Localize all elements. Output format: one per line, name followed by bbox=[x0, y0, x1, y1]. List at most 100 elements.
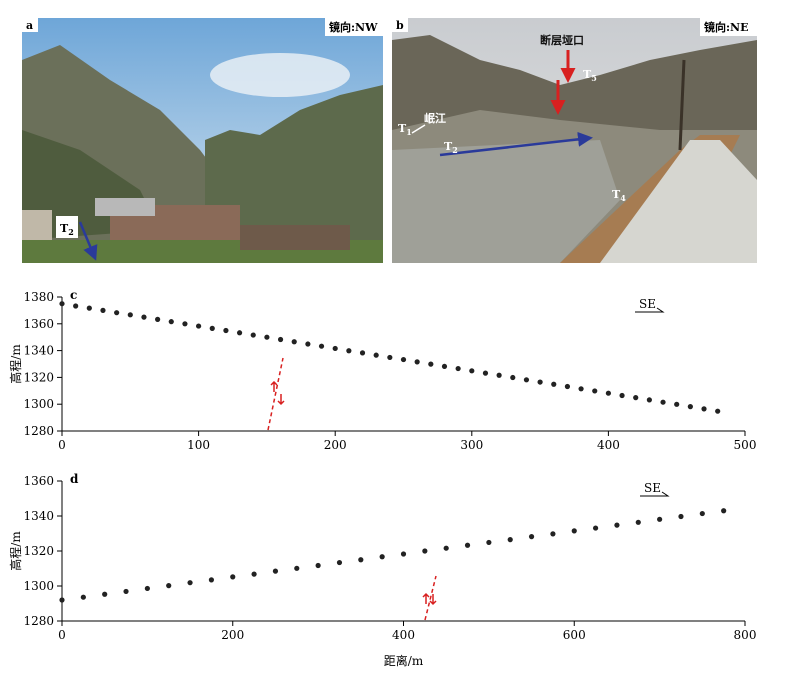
data-point bbox=[196, 323, 202, 329]
data-point bbox=[315, 562, 321, 569]
data-point bbox=[528, 534, 535, 540]
x-tick-label: 100 bbox=[187, 438, 210, 452]
data-point bbox=[605, 390, 612, 396]
panel-letter: c bbox=[70, 288, 77, 302]
data-point bbox=[482, 370, 489, 376]
data-point bbox=[441, 363, 448, 370]
data-point bbox=[294, 565, 300, 571]
x-tick-label: 200 bbox=[221, 628, 244, 642]
photo-letter: b bbox=[396, 19, 404, 32]
data-point bbox=[443, 545, 449, 551]
data-point bbox=[721, 508, 727, 514]
data-point bbox=[168, 319, 174, 325]
x-tick-label: 0 bbox=[58, 438, 66, 452]
data-point bbox=[373, 352, 379, 358]
data-point bbox=[141, 314, 147, 320]
data-point bbox=[264, 334, 270, 340]
data-point bbox=[144, 585, 150, 592]
data-point bbox=[537, 379, 543, 385]
data-point bbox=[59, 301, 65, 307]
data-point bbox=[657, 516, 663, 522]
data-point bbox=[379, 554, 385, 560]
fault-symbol bbox=[267, 357, 437, 621]
data-point bbox=[550, 531, 556, 537]
data-point bbox=[277, 336, 284, 343]
data-point bbox=[614, 522, 620, 528]
terrace-label: T2 bbox=[60, 222, 74, 237]
data-point bbox=[619, 392, 625, 399]
data-point bbox=[332, 345, 338, 352]
data-point bbox=[635, 519, 641, 525]
y-tick-label: 1300 bbox=[23, 579, 54, 593]
direction-label: SE bbox=[639, 297, 656, 311]
data-point bbox=[422, 548, 428, 554]
data-point bbox=[701, 406, 707, 412]
data-point bbox=[73, 303, 79, 309]
data-point bbox=[496, 372, 502, 378]
data-point bbox=[236, 330, 243, 336]
x-axis-label: 距离/m bbox=[384, 653, 424, 668]
data-point bbox=[114, 310, 120, 316]
data-point bbox=[400, 356, 407, 363]
photo-a: a 镜向:NW T2 bbox=[22, 18, 383, 263]
x-tick-label: 0 bbox=[58, 628, 66, 642]
direction-label: SE bbox=[644, 481, 661, 495]
data-point bbox=[251, 571, 257, 577]
data-point bbox=[551, 381, 557, 387]
data-point bbox=[86, 305, 92, 311]
fault-label: 断层垭口 bbox=[540, 33, 584, 47]
data-point bbox=[359, 350, 366, 356]
data-point bbox=[102, 591, 108, 597]
data-point bbox=[715, 408, 721, 414]
data-point bbox=[428, 361, 434, 367]
data-point bbox=[127, 312, 133, 318]
data-point bbox=[687, 404, 693, 410]
y-tick-label: 1360 bbox=[23, 317, 54, 331]
data-point bbox=[674, 401, 680, 407]
data-point bbox=[182, 321, 188, 327]
y-tick-label: 1340 bbox=[23, 509, 54, 523]
y-tick-label: 1360 bbox=[23, 474, 54, 488]
x-tick-label: 600 bbox=[563, 628, 586, 642]
y-axis-label: 高程/m bbox=[8, 531, 23, 571]
data-point bbox=[646, 397, 652, 403]
data-point bbox=[155, 316, 161, 322]
data-point bbox=[358, 557, 364, 563]
river-label: 岷江 bbox=[424, 111, 446, 125]
data-point bbox=[250, 332, 256, 338]
x-tick-label: 800 bbox=[734, 628, 757, 642]
y-tick-label: 1320 bbox=[23, 544, 54, 558]
x-tick-label: 300 bbox=[460, 438, 483, 452]
data-point bbox=[486, 539, 492, 546]
data-point bbox=[291, 339, 297, 345]
data-point bbox=[592, 525, 599, 531]
data-point bbox=[414, 359, 420, 365]
terrace-label: T1 bbox=[398, 122, 412, 137]
data-point bbox=[80, 594, 86, 600]
data-point bbox=[464, 542, 471, 548]
direction-arrow bbox=[640, 491, 670, 497]
panel-letter: d bbox=[70, 472, 79, 486]
data-point bbox=[209, 325, 215, 331]
data-point bbox=[564, 383, 571, 390]
data-point bbox=[571, 528, 577, 534]
data-point bbox=[387, 354, 393, 361]
data-point bbox=[123, 588, 129, 595]
data-point bbox=[166, 583, 172, 589]
data-point bbox=[507, 537, 513, 543]
x-tick-label: 500 bbox=[734, 438, 757, 452]
photo-letter: a bbox=[26, 19, 33, 32]
data-point bbox=[523, 377, 530, 383]
data-point bbox=[187, 580, 193, 586]
data-point bbox=[305, 341, 311, 347]
data-point bbox=[230, 574, 236, 580]
y-tick-label: 1300 bbox=[23, 397, 54, 411]
data-point bbox=[318, 343, 325, 349]
data-point bbox=[660, 399, 666, 405]
data-point bbox=[699, 510, 705, 517]
y-tick-label: 1320 bbox=[23, 370, 54, 384]
y-tick-label: 1280 bbox=[23, 424, 54, 438]
x-tick-label: 200 bbox=[324, 438, 347, 452]
y-tick-label: 1280 bbox=[23, 614, 54, 628]
